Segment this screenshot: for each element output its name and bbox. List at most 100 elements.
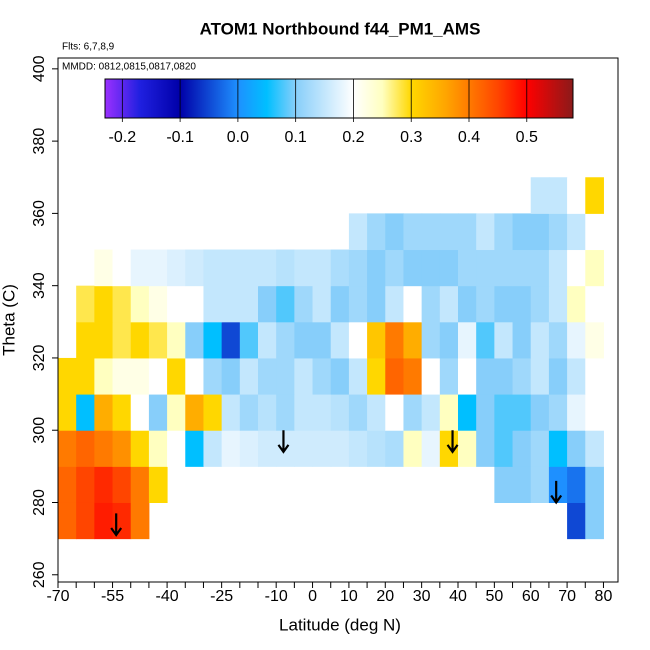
- heat-cell: [148, 285, 168, 323]
- heat-cell: [294, 430, 314, 467]
- heat-cell: [312, 249, 332, 287]
- heat-cell: [221, 430, 241, 467]
- x-tick-label: 0: [308, 588, 317, 605]
- y-tick-label: 280: [31, 489, 48, 516]
- heat-cell: [585, 357, 604, 395]
- heat-cell: [367, 357, 386, 395]
- heat-cell: [167, 249, 186, 287]
- heat-cell: [348, 285, 368, 323]
- heat-cell: [58, 394, 77, 431]
- colorbar-tick-label: 0.3: [400, 129, 422, 146]
- heat-cell: [512, 466, 532, 503]
- heat-cell: [439, 357, 459, 395]
- heat-cell: [130, 357, 150, 395]
- heat-cell: [130, 430, 150, 467]
- y-tick-label: 400: [31, 55, 48, 82]
- colorbar: [104, 78, 574, 119]
- heat-cell: [239, 321, 259, 359]
- heat-cell: [276, 357, 295, 395]
- arrow: [110, 513, 123, 537]
- heat-cell: [312, 285, 332, 323]
- heat-cell: [585, 502, 604, 540]
- heat-cell: [348, 213, 368, 251]
- y-tick-label: 300: [31, 417, 48, 444]
- heat-cell: [403, 285, 423, 323]
- heat-cell: [530, 357, 550, 395]
- heat-cell: [330, 249, 350, 287]
- heat-cell: [312, 357, 332, 395]
- heat-cell: [167, 357, 186, 395]
- heat-cell: [348, 249, 368, 287]
- heat-cell: [76, 430, 95, 467]
- x-axis-label: Latitude (deg N): [279, 615, 401, 634]
- heat-cell: [439, 285, 459, 323]
- heat-cell: [403, 249, 423, 287]
- heat-cell: [221, 249, 241, 287]
- heat-cell: [294, 285, 314, 323]
- heat-cell: [385, 249, 404, 287]
- heat-cell: [185, 321, 204, 359]
- heat-cell: [58, 430, 77, 467]
- heat-cell: [494, 430, 514, 467]
- heat-cell: [567, 285, 586, 323]
- heat-cell: [94, 466, 114, 503]
- x-tick-label: -70: [46, 588, 69, 605]
- annotation: Flts: 6,7,8,9: [62, 42, 115, 53]
- heat-cell: [203, 394, 223, 431]
- heat-cell: [94, 502, 114, 540]
- plot-frame: [57, 57, 619, 583]
- heat-cell: [548, 249, 568, 287]
- heat-cell: [167, 430, 186, 467]
- y-tick-label: 320: [31, 344, 48, 371]
- heat-cell: [530, 466, 550, 503]
- heat-cell: [130, 249, 150, 287]
- heat-cell: [294, 321, 314, 359]
- heat-cell: [548, 213, 568, 251]
- heat-cell: [439, 321, 459, 359]
- heat-cell: [185, 285, 204, 323]
- heat-cell: [148, 466, 168, 503]
- heat-cell: [458, 249, 477, 287]
- heat-cell: [330, 285, 350, 323]
- heat-cell: [148, 249, 168, 287]
- heat-cell: [421, 285, 441, 323]
- heat-cell: [76, 502, 95, 540]
- heat-cell: [276, 321, 295, 359]
- heat-cell: [567, 430, 586, 467]
- heat-cell: [76, 466, 95, 503]
- heat-cell: [476, 394, 495, 431]
- heat-cell: [348, 321, 368, 359]
- heat-cell: [439, 394, 459, 431]
- y-tick-label: 380: [31, 128, 48, 155]
- heat-cell: [221, 394, 241, 431]
- heat-cell: [494, 466, 514, 503]
- heat-cell: [458, 285, 477, 323]
- heat-cell: [530, 213, 550, 251]
- heat-cell: [148, 321, 168, 359]
- heat-cell: [112, 357, 132, 395]
- heat-cell: [367, 213, 386, 251]
- arrow: [277, 430, 290, 454]
- x-tick-label: 70: [558, 588, 576, 605]
- heat-cell: [94, 285, 114, 323]
- heat-cell: [203, 321, 223, 359]
- heat-cell: [112, 466, 132, 503]
- y-tick-label: 260: [31, 561, 48, 588]
- x-tick-label: 80: [595, 588, 613, 605]
- heat-cell: [130, 285, 150, 323]
- heat-cell: [567, 249, 586, 287]
- colorbar-tick-label: 0.5: [516, 129, 538, 146]
- heat-cell: [148, 430, 168, 467]
- arrow: [550, 480, 563, 505]
- heat-cell: [512, 249, 532, 287]
- heat-cell: [476, 213, 495, 251]
- heat-cell: [548, 394, 568, 431]
- heat-cell: [385, 213, 404, 251]
- heat-cell: [439, 213, 459, 251]
- heat-cell: [512, 357, 532, 395]
- heat-cell: [530, 430, 550, 467]
- heat-cell: [476, 357, 495, 395]
- heat-cell: [476, 430, 495, 467]
- heat-cell: [367, 430, 386, 467]
- heat-cell: [203, 430, 223, 467]
